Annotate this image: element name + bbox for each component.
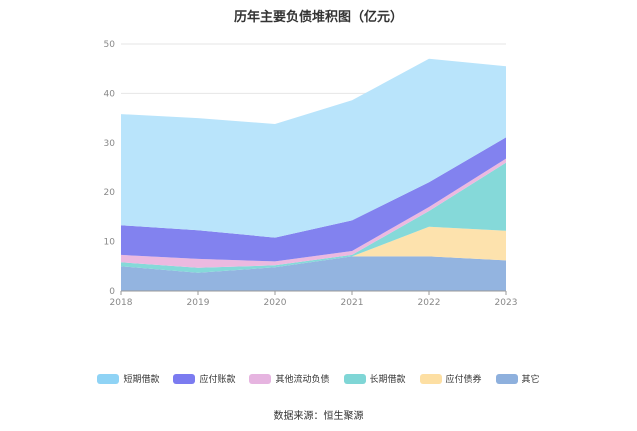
y-tick-label: 40 bbox=[104, 89, 116, 99]
x-tick-label: 2022 bbox=[418, 298, 441, 308]
legend-label: 长期借款 bbox=[369, 375, 406, 385]
x-tick-label: 2018 bbox=[110, 298, 133, 308]
axes: 0 10 20 30 40 50 2018 2019 2020 2021 2022 2023 bbox=[104, 40, 518, 308]
chart-legend: 短期借款 应付账款 其他流动负债 长期借款 应付债券 其它 bbox=[0, 372, 637, 385]
area-series bbox=[121, 58, 506, 291]
x-tick-label: 2023 bbox=[495, 298, 518, 308]
data-source: 数据来源：恒生聚源 bbox=[273, 411, 364, 422]
x-tick-label: 2019 bbox=[187, 298, 210, 308]
y-tick-label: 0 bbox=[109, 287, 115, 297]
legend-label: 应付债券 bbox=[445, 375, 482, 385]
legend-label: 短期借款 bbox=[123, 375, 160, 385]
y-tick-label: 50 bbox=[104, 40, 116, 50]
area-其它 bbox=[121, 256, 506, 291]
x-tick-label: 2021 bbox=[341, 298, 364, 308]
legend-label: 其它 bbox=[521, 375, 540, 385]
stacked-area-chart: 0 10 20 30 40 50 2018 2019 2020 2021 2022 2023 bbox=[104, 40, 518, 308]
y-tick-label: 20 bbox=[104, 188, 116, 198]
legend-swatch bbox=[495, 373, 518, 384]
legend-item-other[interactable]: 其它 bbox=[495, 372, 540, 385]
legend-label: 应付账款 bbox=[199, 375, 236, 385]
legend-item-other-current-liabilities[interactable]: 其他流动负债 bbox=[249, 372, 330, 385]
area-长期借款 bbox=[121, 162, 506, 273]
legend-label: 其他流动负债 bbox=[275, 375, 330, 385]
legend-item-short-term-loans[interactable]: 短期借款 bbox=[97, 372, 159, 385]
legend-swatch bbox=[343, 373, 366, 384]
legend-item-accounts-payable[interactable]: 应付账款 bbox=[173, 372, 235, 385]
legend-swatch bbox=[249, 373, 272, 384]
area-应付债券 bbox=[121, 226, 506, 273]
legend-swatch bbox=[419, 373, 442, 384]
y-tick-label: 30 bbox=[104, 139, 116, 149]
legend-swatch bbox=[97, 373, 120, 384]
legend-item-long-term-loans[interactable]: 长期借款 bbox=[343, 372, 406, 385]
area-应付账款 bbox=[121, 137, 506, 262]
area-短期借款 bbox=[121, 58, 506, 238]
x-tick-label: 2020 bbox=[264, 298, 287, 308]
legend-item-bonds-payable[interactable]: 应付债券 bbox=[419, 372, 482, 385]
legend-swatch bbox=[173, 373, 196, 384]
chart-title: 历年主要负债堆积图（亿元） bbox=[233, 10, 403, 25]
y-tick-label: 10 bbox=[104, 238, 116, 248]
